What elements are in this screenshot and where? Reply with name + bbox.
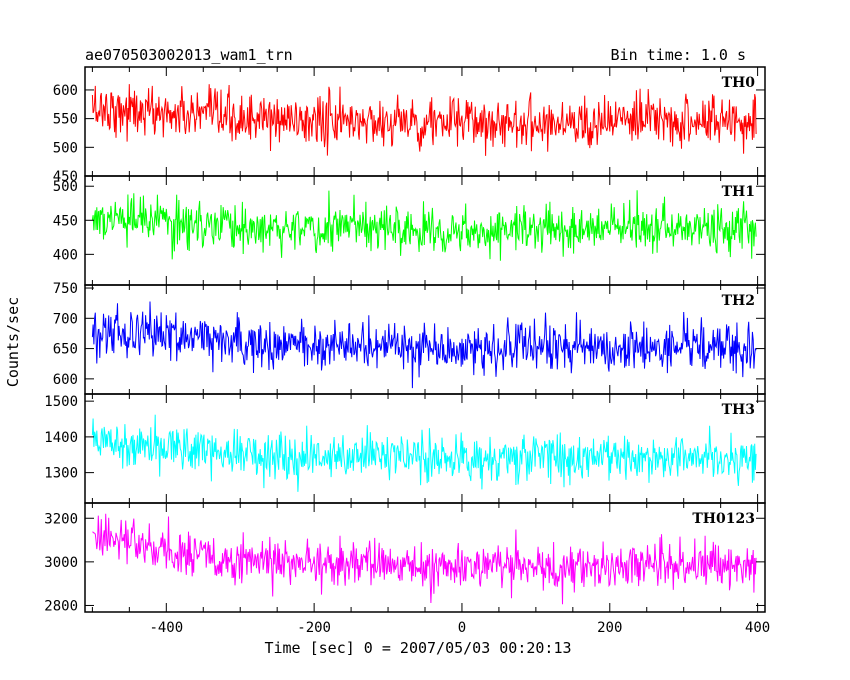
series-line-th2 xyxy=(91,301,757,389)
x-tick-label: 200 xyxy=(597,620,622,636)
x-tick-label: -400 xyxy=(149,620,183,636)
bin-time-label: Bin time: 1.0 s xyxy=(611,46,746,64)
y-tick-label: 600 xyxy=(53,83,78,99)
panel-label-th0: TH0 xyxy=(722,75,756,91)
y-tick-label: 400 xyxy=(53,247,78,263)
x-tick-label: 0 xyxy=(458,620,466,636)
panel-label-th2: TH2 xyxy=(722,293,755,309)
series-line-th3 xyxy=(91,414,757,492)
y-tick-label: 700 xyxy=(53,311,78,327)
panel-label-th0123: TH0123 xyxy=(692,511,755,527)
y-tick-label: 1400 xyxy=(44,430,78,446)
y-tick-label: 1500 xyxy=(44,394,78,410)
x-tick-label: -200 xyxy=(297,620,331,636)
y-tick-label: 650 xyxy=(53,342,78,358)
panel-label-th1: TH1 xyxy=(722,184,755,200)
y-tick-label: 450 xyxy=(53,169,78,185)
y-tick-label: 750 xyxy=(53,281,78,297)
y-axis-label: Counts/sec xyxy=(4,297,22,387)
y-tick-label: 550 xyxy=(53,112,78,128)
chart-title: ae070503002013_wam1_trn xyxy=(85,46,293,64)
y-tick-label: 1300 xyxy=(44,466,78,482)
x-axis-label: Time [sec] 0 = 2007/05/03 00:20:13 xyxy=(264,639,571,657)
y-tick-label: 600 xyxy=(53,372,78,388)
y-tick-label: 450 xyxy=(53,213,78,229)
series-line-th0123 xyxy=(92,513,757,605)
y-tick-label: 500 xyxy=(53,179,78,195)
panel-frame-th3 xyxy=(84,393,766,504)
x-tick-label: 400 xyxy=(745,620,770,636)
y-tick-label: 3000 xyxy=(44,555,78,571)
y-tick-label: 500 xyxy=(53,140,78,156)
series-line-th0 xyxy=(91,84,757,156)
panel-label-th3: TH3 xyxy=(722,402,755,418)
y-tick-label: 2800 xyxy=(44,598,78,614)
y-tick-label: 3200 xyxy=(44,511,78,527)
series-line-th1 xyxy=(91,190,757,261)
